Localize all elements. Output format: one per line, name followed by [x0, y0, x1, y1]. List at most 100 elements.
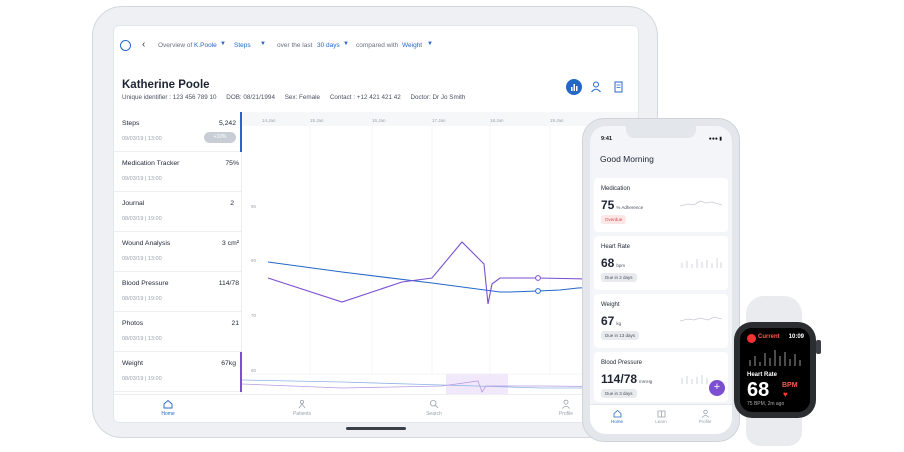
patient-doctor: Doctor: Dr Jo Smith	[410, 94, 466, 101]
metric-date: 09/03/19 | 13:00	[122, 256, 162, 262]
filter-bar: ‹ Overview of K.Poole ▼ Steps ▼ over the…	[114, 36, 638, 56]
range-dropdown[interactable]: 30 days	[317, 42, 340, 49]
x-tick-label: 17.Jan	[432, 118, 446, 123]
nav-patients[interactable]: Patients	[282, 399, 322, 417]
chevron-down-icon[interactable]: ▼	[427, 41, 433, 47]
metric-value: 114/78	[218, 280, 239, 287]
metric-row-wound[interactable]: Wound Analysis 3 cm² 09/03/19 | 13:00	[114, 232, 242, 272]
patient-dob: DOB: 08/21/1994	[226, 94, 275, 101]
x-tick-label: 19.Jan	[550, 118, 564, 123]
steps-data-point[interactable]	[535, 288, 541, 294]
home-icon	[613, 409, 621, 418]
heart-icon: ♥	[783, 390, 788, 399]
tablet-bottom-nav: Home Patients Search Profile	[114, 394, 638, 422]
patient-dropdown[interactable]: K.Poole	[194, 42, 217, 49]
weight-series-line	[267, 241, 638, 305]
status-icons: ●●● ▮	[708, 136, 722, 142]
heart-rate-graph	[749, 350, 801, 366]
metric-row-steps[interactable]: Steps 5,242 09/03/19 | 13:00 +10%	[114, 112, 242, 152]
back-chevron-icon[interactable]: ‹	[142, 39, 146, 50]
metric-row-weight[interactable]: Weight 67kg 08/03/19 | 19:00	[114, 352, 242, 392]
y-tick-label: 60	[251, 368, 257, 373]
bar-sparkline	[681, 258, 722, 268]
selected-indicator	[240, 112, 242, 152]
card-medication[interactable]: Medication 75% Adherence Overdue	[594, 178, 728, 232]
metric-row-blood-pressure[interactable]: Blood Pressure 114/78 08/03/19 | 19:00	[114, 272, 242, 312]
card-value-number: 114/78	[601, 372, 638, 386]
document-icon	[614, 81, 623, 93]
nav-search[interactable]: Search	[414, 399, 454, 417]
metric-row-journal[interactable]: Journal 2 08/03/19 | 19:00	[114, 192, 242, 232]
nav-home[interactable]: Home	[148, 399, 188, 417]
x-axis-band	[242, 112, 638, 126]
card-value: 114/78 mmHg	[601, 372, 652, 386]
card-unit: % Adherence	[616, 205, 644, 210]
card-title: Heart Rate	[601, 244, 631, 250]
nav-home-label: Home	[161, 411, 175, 417]
brush-selection[interactable]	[446, 374, 508, 394]
metric-row-medication[interactable]: Medication Tracker 75% 09/03/19 | 13:00	[114, 152, 242, 192]
bar-chart-icon	[571, 84, 578, 91]
patients-icon	[298, 399, 306, 409]
nav-learn[interactable]: Learn	[646, 409, 676, 424]
nav-home-label: Home	[610, 419, 623, 424]
y-tick-label: 70	[251, 313, 257, 318]
metric-date: 08/03/19 | 19:00	[122, 376, 162, 382]
nav-home[interactable]: Home	[602, 409, 632, 424]
card-blood-pressure[interactable]: Blood Pressure 114/78 mmHg Due in 3 days	[594, 352, 728, 402]
metric-date: 08/03/19 | 19:00	[122, 296, 162, 302]
phone-device: 9:41 ●●● ▮ Good Morning Medication 75% A…	[582, 118, 740, 442]
app-logo-icon	[120, 40, 131, 51]
chevron-down-icon[interactable]: ▼	[260, 41, 266, 47]
card-weight[interactable]: Weight 67 kg Due in 13 days	[594, 294, 728, 348]
profile-view-button[interactable]	[588, 79, 604, 95]
overview-steps-line	[242, 379, 638, 389]
card-heart-rate[interactable]: Heart Rate 68 bpm Due in 2 days	[594, 236, 728, 290]
metric-name: Journal	[122, 200, 145, 207]
metric-value: 2	[230, 200, 234, 207]
x-tick-label: 14.Jan	[262, 118, 276, 123]
x-tick-label: 18.Jan	[490, 118, 504, 123]
card-unit: mmHg	[639, 379, 653, 384]
metric-dropdown[interactable]: Steps	[234, 42, 251, 49]
compare-label: compared with	[356, 42, 399, 49]
y-tick-label: 90	[251, 204, 257, 209]
nav-search-label: Search	[426, 411, 442, 417]
home-indicator	[346, 427, 406, 430]
overview-label: Overview of	[158, 42, 193, 49]
card-value-number: 75	[601, 198, 615, 212]
notes-view-button[interactable]	[610, 79, 626, 95]
nav-profile-label: Profile	[698, 419, 712, 424]
card-unit: bpm	[616, 263, 626, 268]
patient-sex: Sex: Female	[284, 94, 321, 101]
card-title: Medication	[601, 186, 631, 192]
weight-data-point[interactable]	[535, 275, 541, 281]
watch-time: 10:09	[788, 334, 804, 340]
metric-name: Wound Analysis	[122, 240, 171, 247]
watch-device: Current 10:09 Heart Rate 68 BPM ♥ 75 BPM…	[734, 322, 816, 418]
metric-date: 08/03/19 | 19:00	[122, 216, 162, 222]
trend-badge: +10%	[204, 132, 236, 143]
digital-crown[interactable]	[816, 340, 821, 354]
compare-dropdown[interactable]: Weight	[402, 42, 423, 49]
nav-profile[interactable]: Profile	[546, 399, 586, 417]
chevron-down-icon[interactable]: ▼	[220, 41, 226, 47]
tablet-device: ‹ Overview of K.Poole ▼ Steps ▼ over the…	[92, 6, 658, 438]
add-button[interactable]: +	[709, 380, 725, 396]
card-badge: Overdue	[601, 215, 627, 224]
over-label: over the last	[277, 42, 313, 49]
metric-value: 75%	[225, 160, 239, 167]
card-title: Blood Pressure	[601, 360, 643, 366]
trend-chart[interactable]: 14.Jan 15.Jan 16.Jan 17.Jan 18.Jan 19.Ja…	[242, 112, 638, 394]
phone-bottom-nav: Home Learn Profile	[590, 404, 732, 434]
chart-view-button[interactable]	[566, 79, 582, 95]
x-tick-label: 16.Jan	[372, 118, 386, 123]
chevron-down-icon[interactable]: ▼	[343, 41, 349, 47]
metrics-list: Steps 5,242 09/03/19 | 13:00 +10% Medica…	[114, 112, 242, 394]
metric-date: 09/03/19 | 13:00	[122, 176, 162, 182]
metric-name: Medication Tracker	[122, 160, 180, 167]
metric-row-photos[interactable]: Photos 21 08/03/19 | 13:00	[114, 312, 242, 352]
patient-uid: Unique identifier : 123 456 789 10	[122, 94, 217, 101]
tablet-screen: ‹ Overview of K.Poole ▼ Steps ▼ over the…	[113, 25, 639, 423]
nav-profile[interactable]: Profile	[690, 409, 720, 424]
